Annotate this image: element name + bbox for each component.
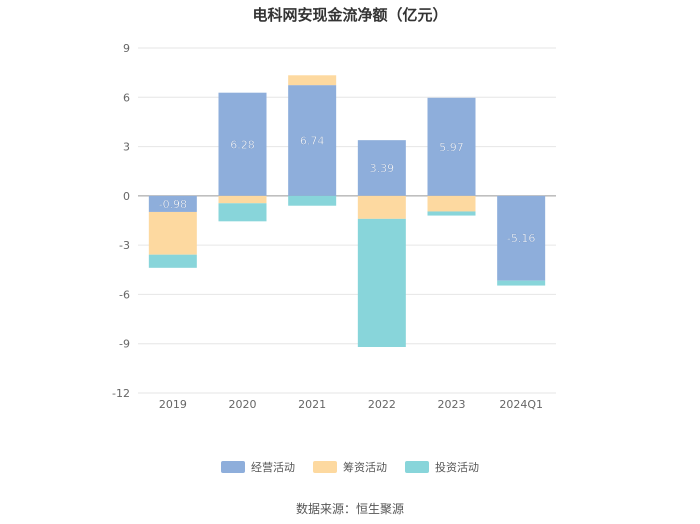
x-tick-label: 2019 <box>159 398 187 411</box>
y-tick-label: 6 <box>123 91 130 104</box>
legend-swatch-operating <box>221 461 245 473</box>
data-label: 6.28 <box>230 138 255 151</box>
data-label: 3.39 <box>370 162 395 175</box>
bar-financing <box>357 195 406 219</box>
data-source: 数据来源：恒生聚源 <box>295 502 404 516</box>
bar-investing <box>148 254 197 268</box>
y-tick-label: 3 <box>123 141 130 154</box>
legend-swatch-financing <box>313 461 337 473</box>
data-label: 6.74 <box>300 134 325 147</box>
legend-swatch-investing <box>405 461 429 473</box>
chart-area: 9 6 3 0 -3 -6 -9 -12 2019 2020 2021 2022 2023 2024Q1 -… <box>112 42 556 411</box>
bar-operating <box>357 140 406 196</box>
bar-investing <box>497 280 546 286</box>
y-tick-label: -12 <box>112 387 130 400</box>
legend-label-investing: 投资活动 <box>435 461 479 474</box>
bar-financing <box>148 211 197 255</box>
bar-operating <box>288 85 337 196</box>
y-tick-label: -9 <box>119 338 130 351</box>
chart-title: 电科网安现金流净额（亿元） <box>252 6 448 24</box>
y-tick-label: -3 <box>119 239 130 252</box>
x-tick-label: 2024Q1 <box>499 398 543 411</box>
bar-investing <box>288 195 337 206</box>
y-tick-label: -6 <box>119 288 130 301</box>
bar-operating <box>218 92 267 196</box>
data-label: -0.98 <box>159 198 187 211</box>
legend-item-investing[interactable]: 投资活动 <box>405 459 479 475</box>
legend-label-operating: 经营活动 <box>251 461 295 474</box>
bar-operating <box>497 195 546 281</box>
y-tick-label: 0 <box>123 190 130 203</box>
x-tick-label: 2022 <box>368 398 396 411</box>
bar-operating <box>148 195 197 212</box>
bar-investing <box>218 203 267 222</box>
legend-label-financing: 筹资活动 <box>343 461 387 474</box>
legend: 经营活动 筹资活动 投资活动 <box>0 459 700 475</box>
bar-investing <box>427 211 476 216</box>
x-tick-label: 2023 <box>438 398 466 411</box>
bar-investing <box>357 218 406 347</box>
y-tick-label: 9 <box>123 42 130 55</box>
legend-item-operating[interactable]: 经营活动 <box>221 459 295 475</box>
x-tick-label: 2020 <box>229 398 257 411</box>
data-label: -5.16 <box>507 232 535 245</box>
bar-operating <box>427 97 476 196</box>
bar-financing <box>427 195 476 212</box>
bar-financing <box>288 75 337 86</box>
bar-financing <box>218 195 267 204</box>
data-label: 5.97 <box>439 141 464 154</box>
x-tick-label: 2021 <box>298 398 326 411</box>
legend-item-financing[interactable]: 筹资活动 <box>313 459 387 475</box>
